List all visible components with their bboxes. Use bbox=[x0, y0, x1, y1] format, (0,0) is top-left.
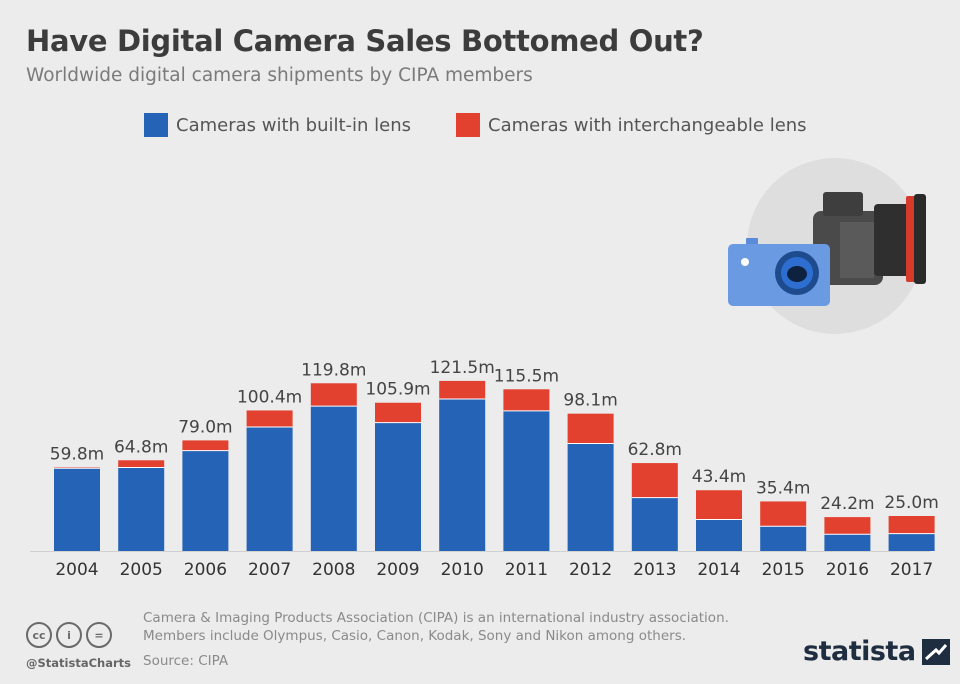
footer-note-line1: Camera & Imaging Products Association (C… bbox=[143, 610, 729, 626]
twitter-handle: @StatistaCharts bbox=[26, 656, 131, 670]
bar-built-in-2010 bbox=[439, 398, 486, 551]
bar-built-in-2012 bbox=[567, 443, 614, 551]
total-label-2010: 121.5m bbox=[430, 358, 495, 378]
x-tick-label-2014: 2014 bbox=[697, 560, 740, 580]
camera-illustration-icon bbox=[728, 158, 926, 334]
x-tick-label-2017: 2017 bbox=[890, 560, 933, 580]
x-tick-label-2008: 2008 bbox=[312, 560, 355, 580]
bar-built-in-2007 bbox=[246, 426, 293, 551]
legend-label-built-in: Cameras with built-in lens bbox=[176, 114, 412, 136]
bar-interchangeable-2008 bbox=[310, 383, 357, 407]
legend-swatch-interchangeable bbox=[456, 113, 480, 137]
statista-mark-icon bbox=[921, 638, 950, 665]
statista-logo: statista bbox=[803, 636, 950, 667]
x-tick-label-2015: 2015 bbox=[762, 560, 805, 580]
bar-built-in-2017 bbox=[888, 533, 935, 551]
total-label-2012: 98.1m bbox=[563, 391, 617, 411]
total-label-2006: 79.0m bbox=[178, 417, 232, 437]
total-label-2008: 119.8m bbox=[301, 360, 366, 380]
bar-built-in-2009 bbox=[375, 422, 421, 551]
x-tick-label-2016: 2016 bbox=[826, 560, 869, 580]
bar-built-in-2005 bbox=[118, 467, 165, 551]
x-tick-label-2009: 2009 bbox=[376, 560, 419, 580]
x-tick-label-2005: 2005 bbox=[120, 560, 163, 580]
bar-built-in-2014 bbox=[696, 519, 742, 551]
legend: Cameras with built-in lens Cameras with … bbox=[0, 110, 960, 140]
legend-label-interchangeable: Cameras with interchangeable lens bbox=[488, 114, 807, 136]
total-label-2005: 64.8m bbox=[114, 437, 168, 457]
bar-interchangeable-2013 bbox=[631, 463, 678, 498]
x-tick-label-2010: 2010 bbox=[441, 560, 484, 580]
bar-built-in-2008 bbox=[310, 406, 357, 551]
bar-interchangeable-2010 bbox=[439, 380, 486, 399]
total-label-2004: 59.8m bbox=[50, 444, 104, 464]
bars-group bbox=[54, 380, 935, 551]
footer-source: Source: CIPA bbox=[143, 653, 229, 669]
x-tick-label-2006: 2006 bbox=[184, 560, 227, 580]
bar-interchangeable-2016 bbox=[824, 517, 871, 535]
bar-interchangeable-2011 bbox=[503, 389, 550, 411]
attribution-icon: i bbox=[56, 622, 82, 648]
legend-item-interchangeable: Cameras with interchangeable lens bbox=[456, 110, 807, 140]
bar-built-in-2015 bbox=[760, 526, 807, 551]
x-tick-label-2011: 2011 bbox=[505, 560, 548, 580]
bar-interchangeable-2017 bbox=[888, 516, 935, 534]
total-label-2013: 62.8m bbox=[628, 440, 682, 460]
total-label-2014: 43.4m bbox=[692, 467, 746, 487]
x-tick-label-2004: 2004 bbox=[55, 560, 98, 580]
legend-item-built-in: Cameras with built-in lens bbox=[144, 110, 411, 140]
bar-interchangeable-2006 bbox=[182, 440, 229, 451]
total-label-2015: 35.4m bbox=[756, 478, 810, 498]
bar-interchangeable-2014 bbox=[696, 490, 742, 520]
bar-interchangeable-2015 bbox=[760, 501, 807, 527]
total-label-2007: 100.4m bbox=[237, 387, 302, 407]
no-derivatives-icon: = bbox=[86, 622, 112, 648]
bar-interchangeable-2007 bbox=[246, 410, 293, 427]
labels-group: 59.8m 2004 64.8m 2005 79.0m 2006 100.4m 2007 119… bbox=[50, 358, 939, 580]
footer-note: Camera & Imaging Products Association (C… bbox=[143, 609, 729, 645]
bar-interchangeable-2009 bbox=[375, 402, 421, 423]
bar-built-in-2013 bbox=[631, 497, 678, 551]
bar-interchangeable-2012 bbox=[567, 413, 614, 444]
bar-built-in-2006 bbox=[182, 450, 229, 551]
bar-built-in-2004 bbox=[54, 468, 100, 551]
total-label-2017: 25.0m bbox=[884, 493, 938, 513]
x-tick-label-2007: 2007 bbox=[248, 560, 291, 580]
x-tick-label-2012: 2012 bbox=[569, 560, 612, 580]
bar-built-in-2016 bbox=[824, 534, 871, 551]
total-label-2011: 115.5m bbox=[494, 366, 559, 386]
chart-subtitle: Worldwide digital camera shipments by CI… bbox=[26, 65, 533, 86]
cc-icon: cc bbox=[26, 622, 52, 648]
license-icons: cc i = bbox=[26, 622, 112, 648]
total-label-2016: 24.2m bbox=[820, 494, 874, 514]
total-label-2009: 105.9m bbox=[365, 380, 430, 400]
legend-swatch-built-in bbox=[144, 113, 168, 137]
bar-interchangeable-2005 bbox=[118, 460, 165, 468]
x-tick-label-2013: 2013 bbox=[633, 560, 676, 580]
bar-built-in-2011 bbox=[503, 410, 550, 551]
statista-wordmark: statista bbox=[803, 636, 916, 667]
footer-note-line2: Members include Olympus, Casio, Canon, K… bbox=[143, 628, 687, 644]
chart-title: Have Digital Camera Sales Bottomed Out? bbox=[26, 24, 704, 58]
